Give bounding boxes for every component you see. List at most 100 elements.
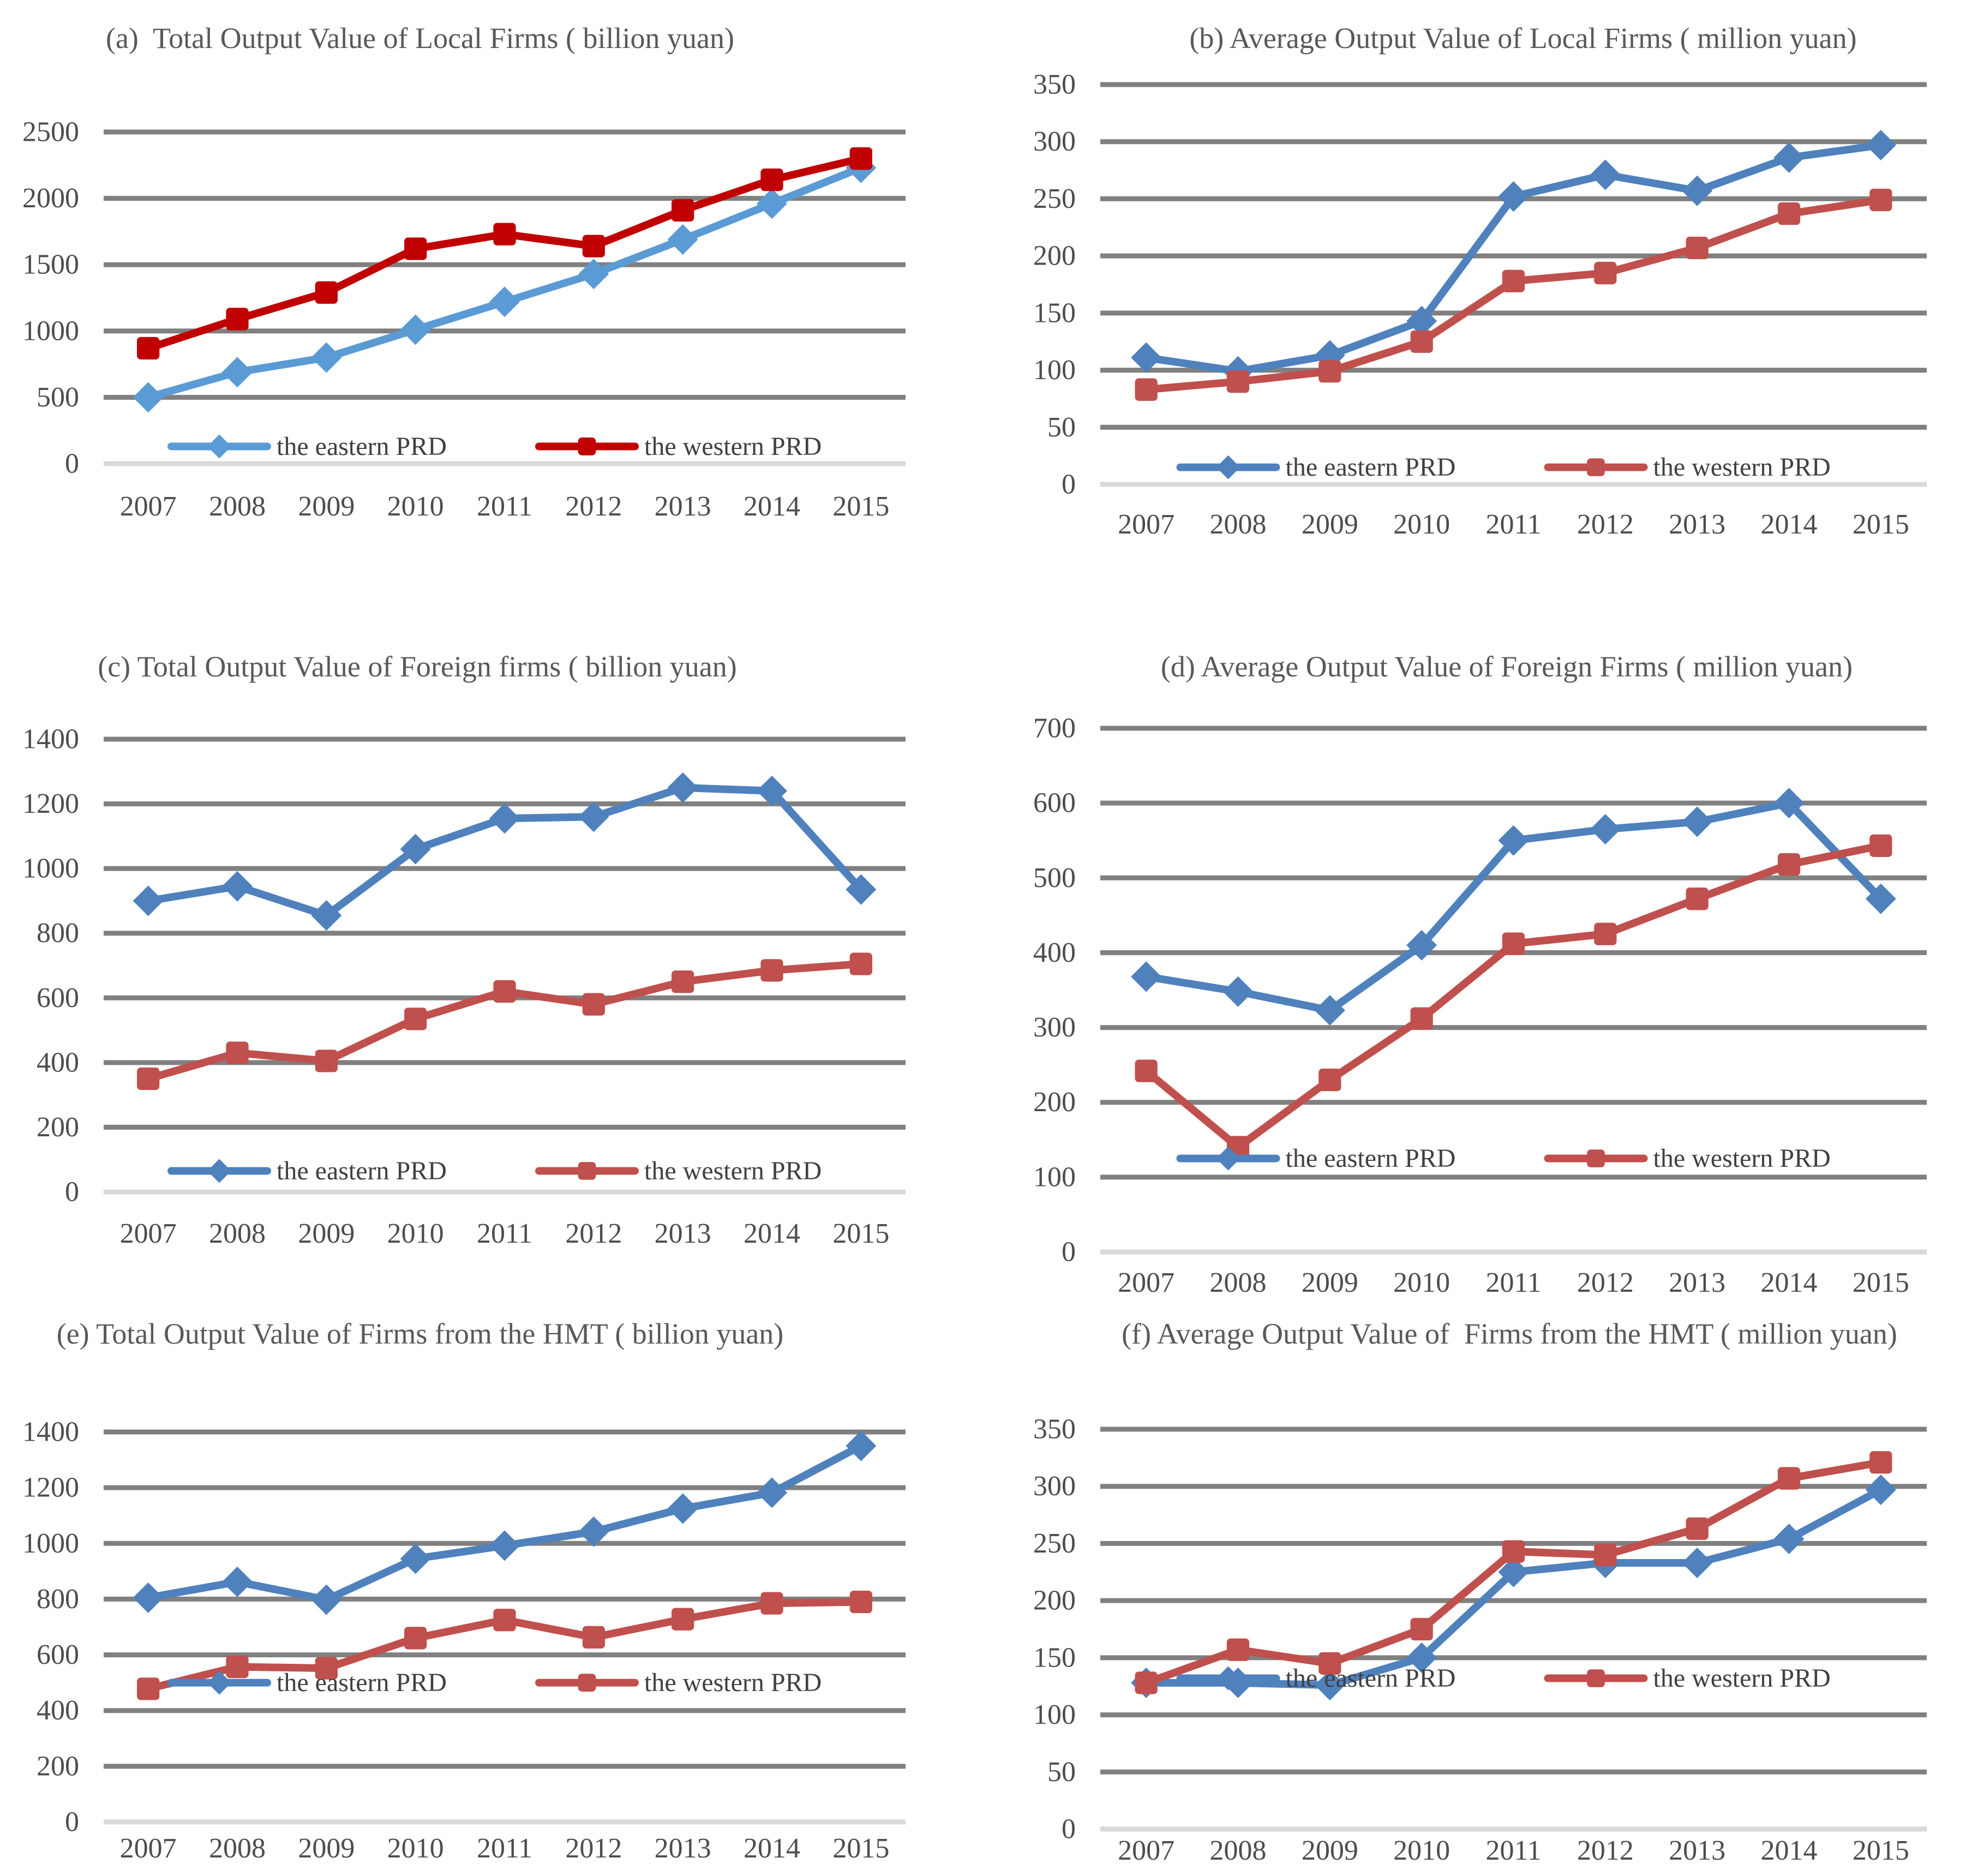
- x-tick-label: 2008: [1210, 509, 1267, 540]
- x-tick-label: 2015: [1853, 1835, 1909, 1866]
- data-point: [493, 1609, 516, 1632]
- chart-e-title: (e) Total Output Value of Firms from the…: [56, 1317, 784, 1350]
- data-point: [1406, 1642, 1437, 1673]
- legend-item-eastern-label: the eastern PRD: [277, 1668, 447, 1697]
- data-point: [1406, 930, 1437, 961]
- y-tick-label: 150: [1033, 297, 1076, 328]
- x-tick-label: 2012: [1577, 1267, 1634, 1298]
- data-point: [315, 281, 338, 304]
- legend: the eastern PRD the western PRD: [167, 432, 822, 461]
- x-tick-label: 2010: [387, 1218, 444, 1249]
- chart-b: (b) Average Output Value of Local Firms …: [983, 5, 1966, 611]
- chart-a: (a) Total Output Value of Local Firms ( …: [0, 5, 983, 611]
- x-tick-label: 2009: [298, 1833, 355, 1864]
- x-tick-label: 2008: [209, 1833, 266, 1864]
- legend: the eastern PRD the western PRD: [1176, 1144, 1831, 1173]
- x-tick-label: 2010: [387, 1833, 444, 1864]
- x-tick-label: 2011: [477, 491, 532, 522]
- x-tick-label: 2014: [1761, 509, 1818, 540]
- data-point: [1314, 995, 1345, 1026]
- data-point: [1131, 342, 1162, 373]
- x-tick-label: 2012: [565, 1218, 622, 1249]
- x-tick-label: 2014: [744, 1218, 800, 1249]
- data-point: [1410, 330, 1433, 353]
- y-tick-label: 100: [1033, 1161, 1076, 1192]
- y-tick-label: 350: [1033, 1414, 1076, 1445]
- x-tick-label: 2013: [655, 491, 711, 522]
- data-point: [1135, 1671, 1158, 1694]
- data-point: [582, 235, 605, 257]
- data-point: [757, 775, 787, 806]
- chart-c-title: (c) Total Output Value of Foreign firms …: [98, 650, 737, 683]
- legend-item-eastern-marker: [1216, 1666, 1240, 1691]
- legend: the eastern PRD the western PRD: [1176, 1664, 1831, 1693]
- data-point: [222, 357, 253, 388]
- data-point: [1406, 305, 1437, 337]
- data-point: [1865, 1474, 1896, 1505]
- data-point: [1498, 181, 1529, 212]
- data-point: [757, 188, 787, 219]
- y-tick-label: 500: [37, 382, 79, 413]
- data-point: [578, 1516, 609, 1547]
- data-point: [493, 980, 516, 1003]
- y-tick-label: 0: [1062, 1237, 1076, 1268]
- legend-item-western-label: the western PRD: [1653, 1664, 1831, 1693]
- series-western-line: [144, 154, 865, 352]
- chart-b-title: (b) Average Output Value of Local Firms …: [1189, 22, 1857, 55]
- y-tick-label: 50: [1047, 1757, 1076, 1788]
- y-tick-label: 1200: [22, 1472, 79, 1503]
- legend-item-eastern-label: the eastern PRD: [277, 432, 447, 461]
- data-point: [1682, 1548, 1713, 1579]
- data-point: [1686, 236, 1709, 260]
- data-point: [137, 1677, 160, 1700]
- legend-item-eastern-label: the eastern PRD: [1286, 1144, 1456, 1173]
- data-point: [1686, 1517, 1709, 1540]
- data-point: [1773, 142, 1805, 173]
- data-point: [1131, 961, 1162, 992]
- x-tick-label: 2009: [298, 1218, 355, 1249]
- data-point: [760, 959, 783, 982]
- data-point: [672, 970, 694, 993]
- x-tick-label: 2015: [832, 1833, 889, 1864]
- x-tick-label: 2013: [655, 1833, 711, 1864]
- data-point: [1682, 806, 1713, 837]
- x-tick-label: 2013: [1669, 509, 1725, 540]
- y-tick-label: 50: [1047, 412, 1076, 443]
- data-point: [137, 337, 160, 360]
- legend-item-eastern-label: the eastern PRD: [1286, 1664, 1456, 1693]
- data-point: [582, 993, 605, 1016]
- data-point: [1226, 1638, 1250, 1661]
- x-tick-label: 2009: [298, 491, 355, 522]
- data-point: [489, 1530, 520, 1561]
- legend-item-western-label: the western PRD: [644, 1156, 822, 1185]
- y-tick-label: 200: [37, 1751, 79, 1782]
- data-point: [315, 1050, 338, 1072]
- legend-item-western-marker: [1587, 1669, 1605, 1687]
- data-point: [667, 1493, 698, 1524]
- data-point: [400, 314, 431, 345]
- data-point: [315, 1657, 338, 1680]
- data-point: [1135, 378, 1158, 401]
- legend-item-eastern-label: the eastern PRD: [1286, 453, 1456, 482]
- data-point: [1502, 932, 1525, 955]
- data-point: [1777, 202, 1801, 225]
- data-point: [222, 1566, 253, 1597]
- data-point: [133, 1582, 164, 1613]
- x-tick-label: 2008: [1210, 1267, 1267, 1298]
- y-tick-label: 1500: [22, 249, 79, 280]
- data-point: [1594, 922, 1617, 945]
- x-tick-label: 2011: [477, 1218, 532, 1249]
- x-tick-label: 2010: [1393, 509, 1450, 540]
- data-point: [489, 286, 520, 317]
- y-tick-label: 0: [65, 448, 79, 480]
- legend-item-western-label: the western PRD: [1653, 1144, 1831, 1173]
- chart-e-canvas: 0 200 400 600 800 1000 1200 1400 2007 2008 2009 201…: [22, 1417, 906, 1864]
- legend-item-western-marker: [1587, 1149, 1605, 1167]
- x-tick-label: 2009: [1302, 509, 1358, 540]
- data-point: [311, 342, 342, 373]
- y-tick-label: 100: [1033, 1699, 1076, 1730]
- x-tick-label: 2007: [120, 1833, 177, 1864]
- x-tick-label: 2007: [1118, 1835, 1174, 1866]
- data-point: [1590, 814, 1621, 845]
